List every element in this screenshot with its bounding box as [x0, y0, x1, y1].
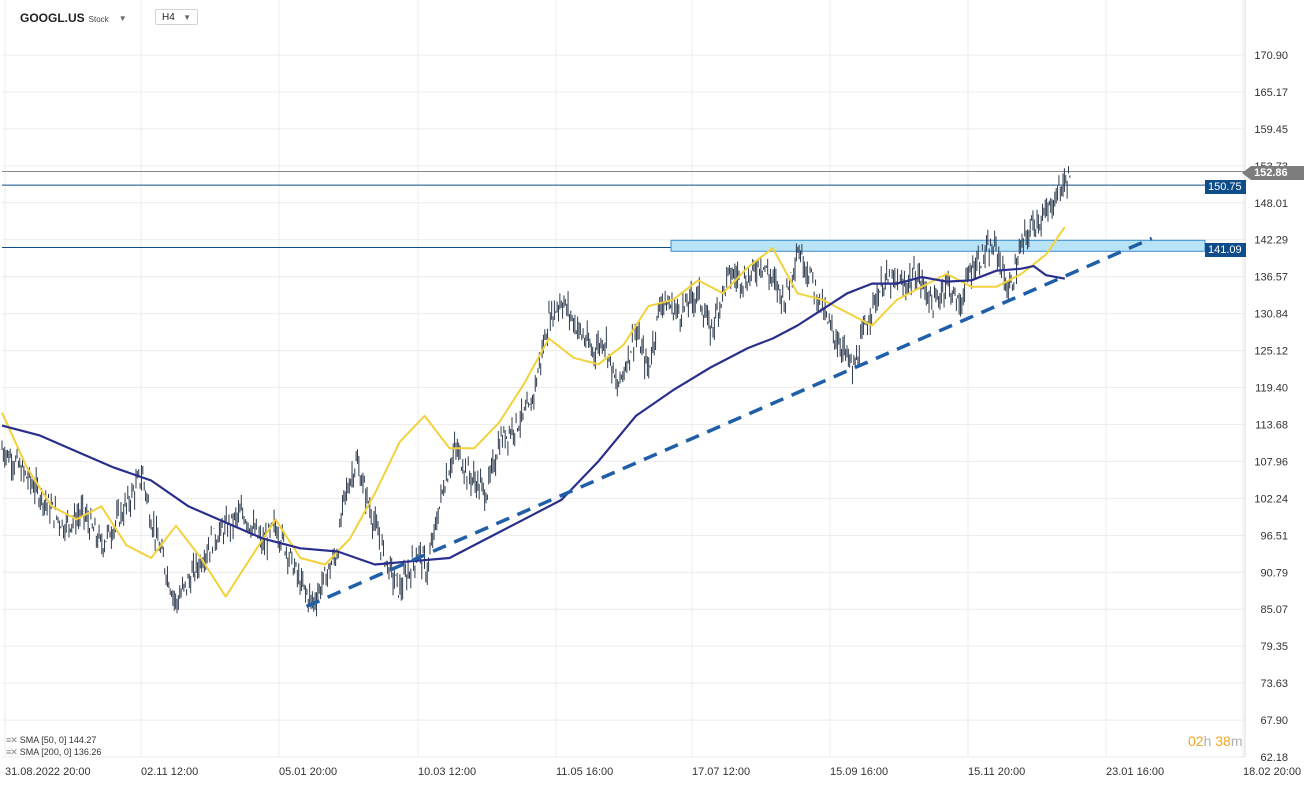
y-tick-label: 73.63	[1260, 678, 1288, 690]
y-tick-label: 107.96	[1254, 456, 1288, 468]
sma200-line	[1, 265, 1066, 566]
x-tick-label: 11.05 16:00	[556, 766, 613, 778]
y-tick-label: 90.79	[1260, 567, 1288, 579]
resistance-tag-141: 141.09	[1205, 243, 1246, 257]
legend-sma200-label: SMA [200, 0]	[19, 747, 72, 757]
legend-sma50-label: SMA [50, 0]	[19, 735, 67, 745]
x-tick-label: 10.03 12:00	[418, 766, 476, 778]
legend-sma200[interactable]: ≡✕ SMA [200, 0] 136.26	[6, 746, 101, 758]
x-tick-label: 15.09 16:00	[830, 766, 888, 778]
y-tick-label: 125.12	[1254, 346, 1288, 358]
y-tick-label: 79.35	[1260, 641, 1288, 653]
x-tick-label: 05.01 20:00	[279, 766, 337, 778]
y-tick-label: 159.45	[1254, 124, 1288, 136]
y-tick-label: 96.51	[1260, 530, 1288, 542]
timeframe-value: H4	[162, 11, 175, 23]
y-tick-label: 148.01	[1254, 198, 1288, 210]
price-bars	[1, 166, 1071, 617]
x-tick-label: 02.11 12:00	[141, 766, 198, 778]
timeframe-select[interactable]: H4 ▼	[155, 9, 198, 25]
current-price-arrow	[1242, 166, 1251, 180]
countdown-minutes-unit: m	[1230, 733, 1243, 749]
y-tick-label: 142.29	[1254, 235, 1288, 247]
y-tick-label: 85.07	[1260, 604, 1288, 616]
x-tick-label: 18.02 20:00	[1243, 766, 1301, 778]
resistance-tag-150: 150.75	[1205, 180, 1246, 194]
y-tick-label: 170.90	[1254, 50, 1288, 62]
sma50-line	[1, 226, 1066, 598]
symbol-name: GOOGL.US	[20, 11, 85, 25]
current-price-tag: 152.86	[1251, 166, 1304, 180]
y-tick-label: 62.18	[1260, 752, 1288, 764]
x-tick-label: 17.07 12:00	[692, 766, 750, 778]
settings-icon[interactable]: ≡✕	[6, 735, 18, 745]
x-tick-label: 31.08.2022 20:00	[5, 766, 91, 778]
legend-sma50-value: 144.27	[68, 735, 97, 745]
support-zone	[670, 239, 1206, 252]
y-tick-label: 119.40	[1255, 383, 1288, 395]
indicator-legend: ≡✕ SMA [50, 0] 144.27 ≡✕ SMA [200, 0] 13…	[6, 734, 101, 758]
countdown-hours-unit: h	[1203, 733, 1212, 749]
trendline	[305, 236, 1153, 609]
y-tick-label: 136.57	[1254, 272, 1288, 284]
chevron-down-icon: ▼	[183, 12, 191, 22]
y-tick-label: 102.24	[1254, 493, 1288, 505]
y-tick-label: 67.90	[1260, 715, 1288, 727]
legend-sma50[interactable]: ≡✕ SMA [50, 0] 144.27	[6, 734, 101, 746]
countdown-minutes: 38	[1215, 733, 1231, 749]
legend-sma200-value: 136.26	[73, 747, 102, 757]
candle-countdown: 02h 38m	[1188, 733, 1243, 749]
settings-icon[interactable]: ≡✕	[6, 747, 18, 757]
symbol-selector[interactable]: GOOGL.US Stock ▼	[20, 9, 127, 27]
symbol-type: Stock	[88, 14, 109, 24]
y-tick-label: 113.68	[1255, 419, 1288, 431]
y-tick-label: 130.84	[1254, 309, 1288, 321]
x-tick-label: 23.01 16:00	[1106, 766, 1164, 778]
countdown-hours: 02	[1188, 733, 1204, 749]
x-tick-label: 15.11 20:00	[968, 766, 1025, 778]
y-tick-label: 165.17	[1254, 87, 1288, 99]
chevron-down-icon[interactable]: ▼	[118, 13, 127, 23]
